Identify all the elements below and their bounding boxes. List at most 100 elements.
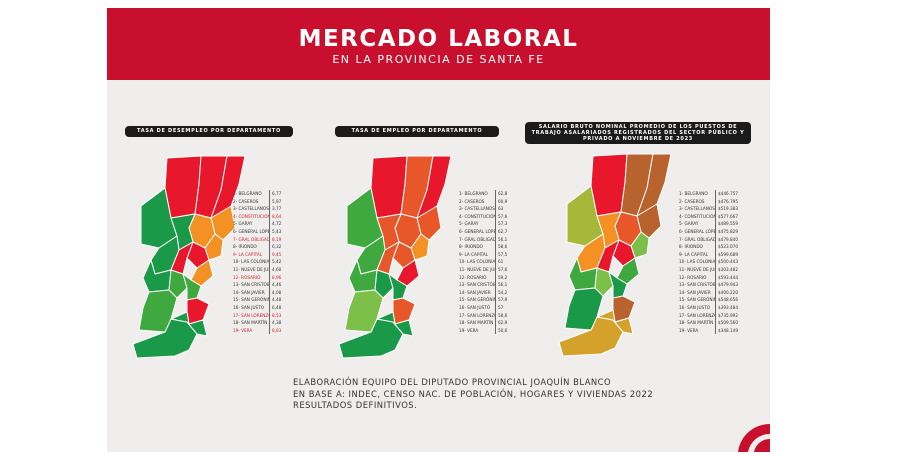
legend-department-name: 8- IRIONDO xyxy=(679,244,703,250)
legend-department-value: $577.667 xyxy=(715,212,738,221)
legend-row: 16- SAN JUSTO $393.484 xyxy=(679,303,738,312)
legend-row: 6- GENERAL LÓPEZ62,7 xyxy=(459,227,512,236)
legend-department-name: 7- GRAL OBLIGADO xyxy=(233,236,269,242)
legend-department-value: 57,5 xyxy=(495,250,512,259)
legend-department-value: 57,6 xyxy=(495,212,512,221)
employment-panel-title: TASA DE EMPLEO POR DEPARTAMENTO xyxy=(335,126,499,137)
legend-department-name: 7- GRAL OBLIGADO xyxy=(459,236,495,242)
legend-department-name: 4- CONSTITUCIÓN xyxy=(233,213,269,219)
legend-row: 17- SAN LORENZO$735.992 xyxy=(679,311,738,320)
legend-department-name: 7- GRAL OBLIGADO xyxy=(679,236,715,242)
department-region-18 xyxy=(392,297,416,325)
salary-map xyxy=(558,153,672,357)
header-banner: MERCADO LABORAL EN LA PROVINCIA DE SANTA… xyxy=(107,8,770,80)
employment-legend: 1- BELGRANO 62,8 2- CASEROS 60,9 3- CASTELLA… xyxy=(459,190,512,335)
legend-department-value: 5,97 xyxy=(269,197,286,206)
legend-department-name: 3- CASTELLANOS xyxy=(679,206,715,212)
legend-department-name: 8- IRIONDO xyxy=(233,244,257,250)
department-region-19 xyxy=(170,311,208,337)
legend-row: 1- BELGRANO 6,77 xyxy=(233,190,286,198)
legend-department-name: 4- CONSTITUCIÓN xyxy=(459,213,495,219)
legend-row: 15- SAN GERÓNIMO57,9 xyxy=(459,296,512,304)
legend-department-name: 19- VERA xyxy=(679,327,699,333)
legend-department-name: 1- BELGRANO xyxy=(233,191,262,196)
legend-department-name: 16- SAN JUSTO xyxy=(679,304,711,310)
legend-department-name: 13- SAN CRISTÓBAL xyxy=(459,282,495,288)
infographic-sheet: MERCADO LABORAL EN LA PROVINCIA DE SANTA… xyxy=(107,8,770,452)
department-region-13 xyxy=(396,259,420,287)
legend-row: 13- SAN CRISTÓBAL56,1 xyxy=(459,281,512,289)
legend-row: 5- GARAY 57,3 xyxy=(459,220,512,228)
legend-row: 8- IRIONDO 6,32 xyxy=(233,243,286,251)
unemployment-panel: TASA DE DESEMPLEO POR DEPARTAMENTO 1- BE… xyxy=(125,126,305,366)
legend-department-value: 63 xyxy=(495,205,512,213)
legend-row: 11- NUEVE DE JULIO57,6 xyxy=(459,265,512,274)
department-region-12 xyxy=(376,241,400,275)
legend-department-name: 9- LA CAPITAL xyxy=(679,251,709,257)
credit-line-author: ELABORACIÓN EQUIPO DEL DIPUTADO PROVINCI… xyxy=(293,377,612,387)
legend-department-value: 8,53 xyxy=(269,311,286,320)
legend-row: 6- GENERAL LÓPEZ$475.829 xyxy=(679,227,738,236)
legend-department-value: 61 xyxy=(495,258,512,266)
legend-row: 18- SAN MARTÍN 4,38 xyxy=(233,319,286,327)
department-region-15 xyxy=(168,269,188,299)
legend-row: 5- GARAY 4,72 xyxy=(233,220,286,228)
department-region-12 xyxy=(596,239,620,273)
legend-row: 8- IRIONDO $523.070 xyxy=(679,243,738,251)
department-region-15 xyxy=(374,269,394,299)
legend-department-value: $446.757 xyxy=(715,190,738,198)
legend-department-name: 15- SAN GERÓNIMO xyxy=(233,297,269,303)
legend-row: 19- VERA 50,6 xyxy=(459,326,512,335)
legend-row: 4- CONSTITUCIÓN57,6 xyxy=(459,212,512,221)
legend-department-value: 58,6 xyxy=(495,311,512,320)
legend-department-name: 9- LA CAPITAL xyxy=(459,251,489,257)
employment-panel: TASA DE EMPLEO POR DEPARTAMENTO 1- BELGR… xyxy=(335,126,515,366)
legend-row: 3- CASTELLANOS $519.383 xyxy=(679,205,738,213)
legend-row: 14- SAN JAVIER 4,08 xyxy=(233,288,286,297)
legend-department-value: 8,64 xyxy=(269,212,286,221)
legend-department-name: 1- BELGRANO xyxy=(459,191,488,196)
legend-row: 3- CASTELLANOS 3,77 xyxy=(233,205,286,213)
legend-row: 7- GRAL OBLIGADO8,19 xyxy=(233,235,286,244)
legend-department-value: 4,60 xyxy=(269,265,286,274)
legend-department-value: $735.992 xyxy=(715,311,738,320)
legend-department-name: 5- GARAY xyxy=(233,221,253,227)
legend-department-name: 5- GARAY xyxy=(459,221,479,227)
legend-department-value: 6,77 xyxy=(269,190,286,198)
legend-department-value: $303.482 xyxy=(715,265,738,274)
legend-department-name: 18- SAN MARTÍN xyxy=(233,320,268,326)
department-region-9 xyxy=(630,231,650,259)
legend-row: 18- SAN MARTÍN 62,9 xyxy=(459,319,512,327)
legend-department-name: 16- SAN JUSTO xyxy=(233,304,265,310)
legend-row: 8- IRIONDO 58,6 xyxy=(459,243,512,251)
legend-row: 2- CASEROS 5,97 xyxy=(233,197,286,206)
legend-row: 7- GRAL OBLIGADO$479.840 xyxy=(679,235,738,244)
legend-department-name: 2- CASEROS xyxy=(459,198,485,204)
source-credit: ELABORACIÓN EQUIPO DEL DIPUTADO PROVINCI… xyxy=(293,377,653,412)
legend-row: 16- SAN JUSTO 57 xyxy=(459,303,512,312)
legend-row: 5- GARAY $489.559 xyxy=(679,220,738,228)
legend-department-value: $400.220 xyxy=(715,288,738,297)
legend-department-name: 14- SAN JAVIER xyxy=(459,289,491,295)
legend-department-name: 5- GARAY xyxy=(679,221,699,227)
page-title: MERCADO LABORAL xyxy=(298,26,579,52)
legend-row: 11- NUEVE DE JULIO4,60 xyxy=(233,265,286,274)
legend-department-value: 4,08 xyxy=(269,288,286,297)
legend-department-name: 17- SAN LORENZO xyxy=(459,312,495,318)
legend-department-value: 8,96 xyxy=(269,273,286,282)
legend-row: 12- ROSARIO 59,2 xyxy=(459,273,512,282)
legend-row: 10- LAS COLONIAS$500.443 xyxy=(679,258,738,266)
legend-department-name: 13- SAN CRISTÓBAL xyxy=(233,282,269,288)
legend-department-name: 16- SAN JUSTO xyxy=(459,304,491,310)
legend-department-name: 9- LA CAPITAL xyxy=(233,251,263,257)
legend-department-value: $479.943 xyxy=(715,281,738,289)
department-region-19 xyxy=(596,309,634,335)
employment-map xyxy=(338,155,452,359)
legend-row: 10- LAS COLONIAS61 xyxy=(459,258,512,266)
legend-row: 13- SAN CRISTÓBAL4,46 xyxy=(233,281,286,289)
legend-row: 14- SAN JAVIER 54,2 xyxy=(459,288,512,297)
legend-row: 3- CASTELLANOS 63 xyxy=(459,205,512,213)
legend-department-value: 4,38 xyxy=(269,319,286,327)
department-region-18 xyxy=(612,295,636,323)
department-region-13 xyxy=(190,259,214,287)
